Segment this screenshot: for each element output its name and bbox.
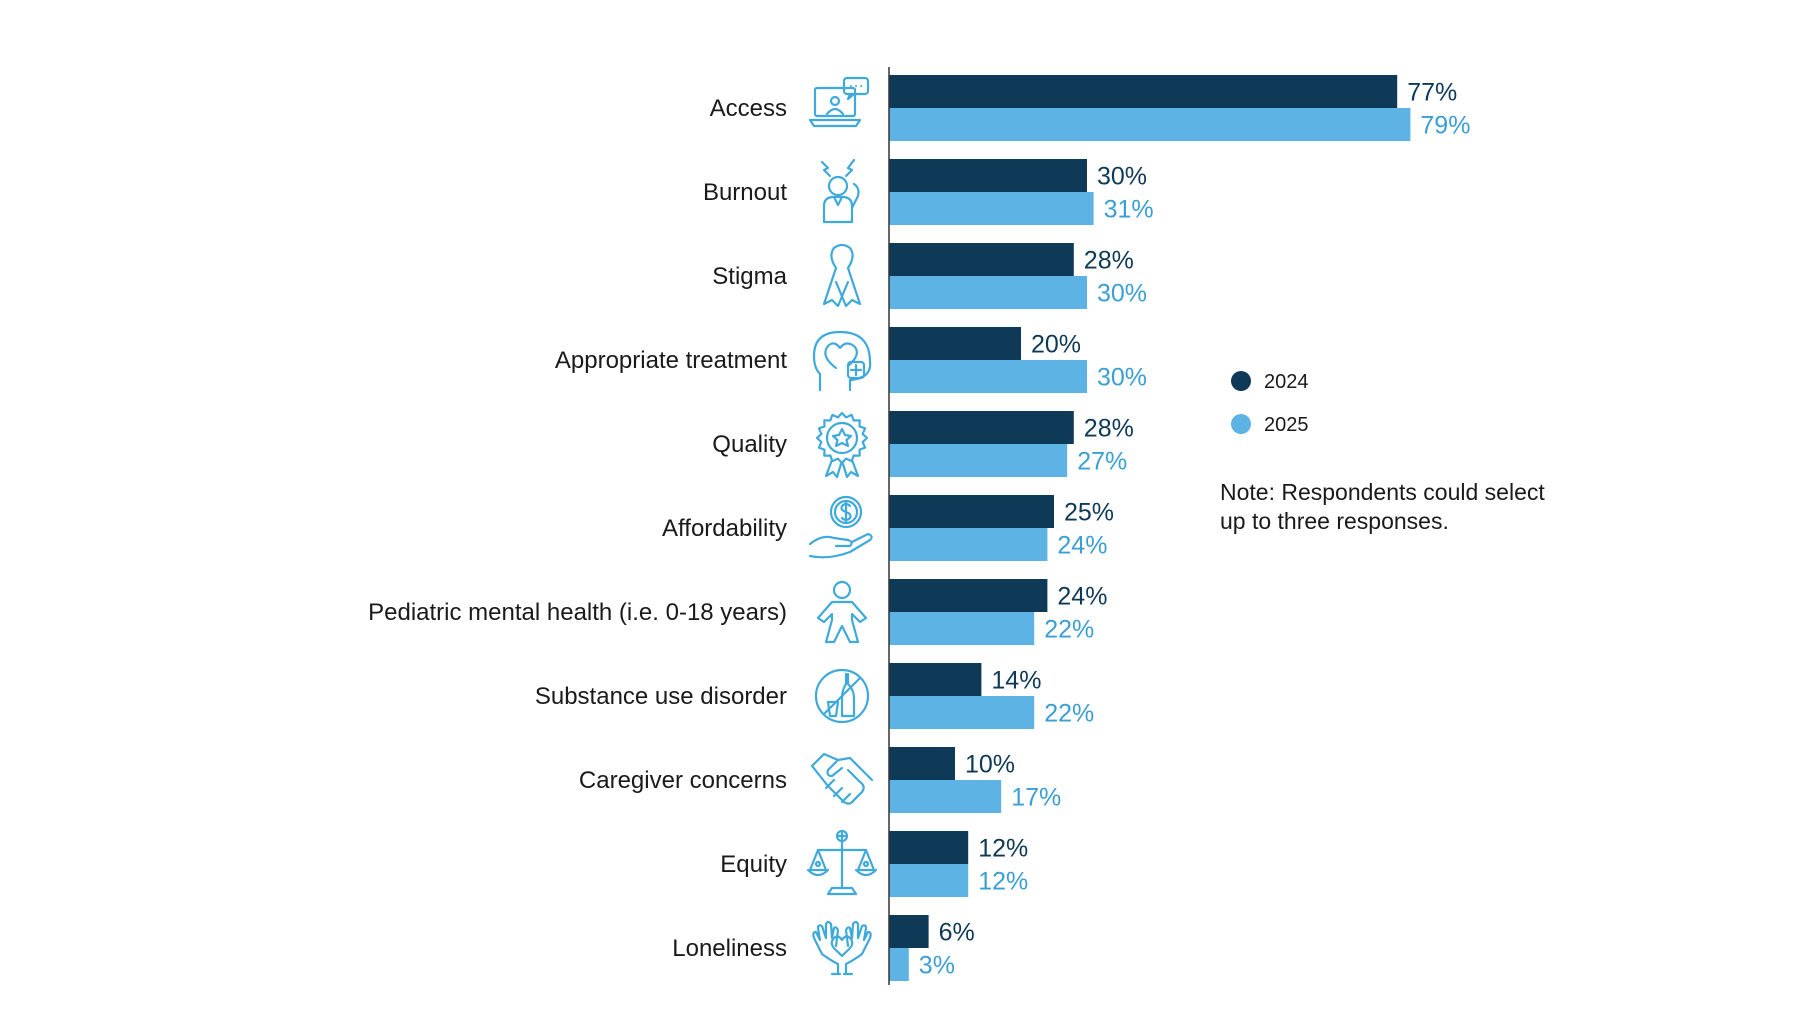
- head-heart-plus-icon: [812, 330, 872, 392]
- quality-award-badge-icon: [815, 411, 869, 479]
- category-label: Loneliness: [672, 935, 787, 962]
- category-label: Caregiver concerns: [579, 767, 787, 794]
- category-label: Equity: [720, 851, 787, 878]
- value-label-2024: 25%: [1064, 499, 1114, 527]
- category-label: Stigma: [712, 263, 787, 290]
- bar-2025: [889, 696, 1035, 729]
- hands-heart-icon: [812, 920, 872, 976]
- value-label-2024: 24%: [1057, 583, 1107, 611]
- bar-2025: [889, 612, 1035, 645]
- bar-2024: [889, 495, 1054, 528]
- value-label-2025: 30%: [1097, 364, 1147, 392]
- bar-2024: [889, 747, 955, 780]
- bar-2024: [889, 243, 1074, 276]
- value-label-2025: 3%: [919, 952, 955, 980]
- value-label-2025: 31%: [1104, 196, 1154, 224]
- value-label-2025: 24%: [1057, 532, 1107, 560]
- value-label-2024: 10%: [965, 751, 1015, 779]
- value-label-2025: 22%: [1044, 700, 1094, 728]
- category-label: Affordability: [662, 515, 787, 542]
- awareness-ribbon-icon: [822, 243, 862, 308]
- bar-2024: [889, 159, 1087, 192]
- value-label-2024: 6%: [939, 919, 975, 947]
- category-icons: [806, 76, 878, 976]
- value-label-2024: 14%: [991, 667, 1041, 695]
- category-labels: Access Burnout Stigma Appropriate treatment…: [368, 95, 788, 962]
- bar-2025: [889, 108, 1411, 141]
- bar-2024: [889, 327, 1021, 360]
- value-label-2025: 79%: [1420, 112, 1470, 140]
- value-label-2024: 28%: [1084, 247, 1134, 275]
- value-label-2025: 30%: [1097, 280, 1147, 308]
- note-line-2: up to three responses.: [1220, 508, 1449, 534]
- bar-2024: [889, 831, 969, 864]
- bar-2025: [889, 948, 909, 981]
- category-label: Burnout: [703, 179, 787, 206]
- bar-2025: [889, 360, 1087, 393]
- value-label-2025: 12%: [978, 868, 1028, 896]
- bar-2025: [889, 276, 1087, 309]
- telehealth-computer-icon: [808, 76, 870, 128]
- value-label-2025: 22%: [1044, 616, 1094, 644]
- bar-2025: [889, 780, 1002, 813]
- category-label: Substance use disorder: [535, 683, 787, 710]
- legend-marker-2024: [1231, 371, 1251, 391]
- hand-coin-dollar-icon: [808, 495, 873, 559]
- bar-2025: [889, 528, 1048, 561]
- legend-label-2025: 2025: [1264, 414, 1309, 436]
- child-figure-icon: [816, 580, 868, 644]
- bar-2024: [889, 663, 982, 696]
- category-label: Pediatric mental health (i.e. 0-18 years…: [368, 599, 787, 626]
- category-label: Appropriate treatment: [555, 347, 787, 374]
- note-line-1: Note: Respondents could select: [1220, 479, 1545, 505]
- bar-2025: [889, 444, 1068, 477]
- bar-2025: [889, 864, 969, 897]
- scales-of-justice-icon: [806, 829, 878, 896]
- handshake-icon: [810, 752, 874, 805]
- bar-2024: [889, 915, 929, 948]
- bars: 77% 79% 30% 31% 28% 30% 20% 30% 28% 27% 25% 24% 24% 2…: [889, 75, 1470, 981]
- value-label-2024: 12%: [978, 835, 1028, 863]
- legend: 2024 2025: [1231, 371, 1309, 436]
- value-label-2024: 77%: [1407, 79, 1457, 107]
- value-label-2024: 20%: [1031, 331, 1081, 359]
- value-label-2024: 30%: [1097, 163, 1147, 191]
- value-label-2025: 17%: [1011, 784, 1061, 812]
- category-label: Access: [710, 95, 787, 122]
- bar-2024: [889, 411, 1074, 444]
- note: Note: Respondents could select up to thr…: [1220, 479, 1545, 534]
- legend-marker-2025: [1231, 414, 1251, 434]
- no-alcohol-icon: [814, 668, 870, 724]
- bar-2024: [889, 579, 1048, 612]
- value-label-2024: 28%: [1084, 415, 1134, 443]
- bar-2025: [889, 192, 1094, 225]
- value-label-2025: 27%: [1077, 448, 1127, 476]
- category-label: Quality: [712, 431, 787, 458]
- stressed-person-icon: [820, 158, 860, 224]
- legend-label-2024: 2024: [1264, 371, 1309, 393]
- bar-2024: [889, 75, 1398, 108]
